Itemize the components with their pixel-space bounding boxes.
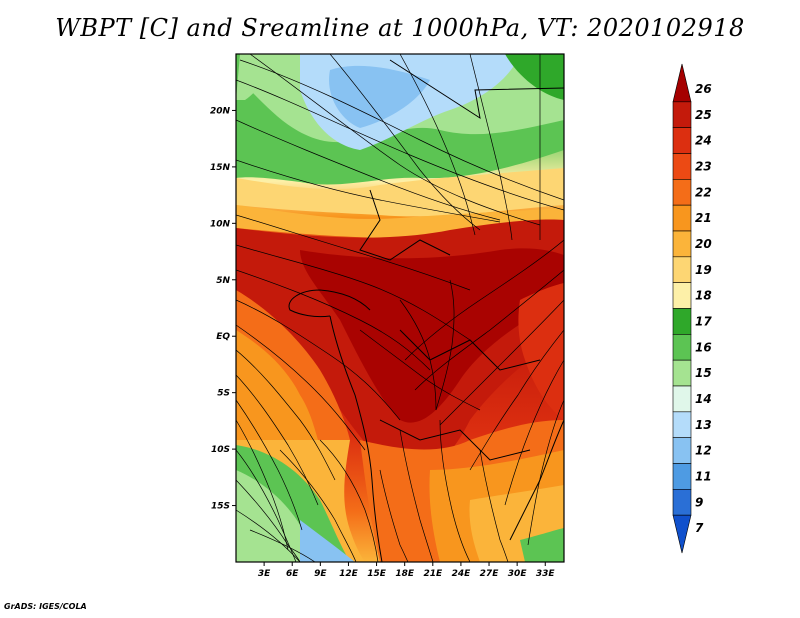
colorbar-label: 11 (695, 469, 712, 483)
colorbar-label: 9 (695, 495, 703, 509)
lat-label: 15N (210, 163, 231, 173)
colorbar-swatch (672, 514, 692, 554)
colorbar-label: 23 (695, 159, 712, 173)
colorbar-label: 26 (695, 82, 712, 96)
colorbar-label: 24 (695, 134, 712, 148)
colorbar-label: 19 (695, 263, 712, 277)
lon-label: 18E (395, 569, 415, 579)
colorbar-swatch (672, 127, 692, 154)
colorbar-swatch (672, 489, 692, 516)
colorbar-label: 18 (695, 289, 712, 303)
lon-label: 15E (367, 569, 387, 579)
colorbar-swatch (672, 101, 692, 128)
colorbar-label: 13 (695, 418, 712, 432)
lon-label: 33E (536, 569, 556, 579)
lat-label: 20N (210, 106, 231, 116)
lon-label: 6E (286, 569, 299, 579)
lon-label: 9E (314, 569, 327, 579)
colorbar-label: 12 (695, 444, 712, 458)
colorbar-label: 14 (695, 392, 712, 406)
colorbar-swatch (672, 437, 692, 464)
streamlines (236, 54, 564, 562)
lat-label: 10S (211, 445, 230, 455)
lat-label: EQ (216, 332, 230, 342)
colorbar-swatch (672, 334, 692, 361)
colorbar-swatch (672, 256, 692, 283)
colorbar-label: 7 (695, 521, 704, 535)
lat-label: 5S (217, 389, 230, 399)
colorbar-label: 15 (695, 366, 712, 380)
longitude-axis: 3E 6E 9E 12E 15E 18E 21E 24E 27E 30E 33E (258, 562, 556, 579)
colorbar-swatch (672, 204, 692, 232)
lon-label: 27E (480, 569, 500, 579)
coastline (288, 59, 564, 562)
wbpt-field (236, 54, 564, 562)
colorbar-swatch (672, 63, 692, 103)
lon-label: 3E (258, 569, 271, 579)
colorbar-swatch (672, 411, 692, 438)
lon-label: 30E (508, 569, 528, 579)
colorbar-swatch (672, 359, 692, 387)
map-frame (235, 53, 565, 563)
colorbar-label: 22 (695, 185, 712, 199)
lat-label: 15S (211, 502, 230, 512)
colorbar: 26 25 24 23 22 21 20 19 18 17 16 15 14 13 12 11 9 7 (672, 63, 712, 554)
lat-label: 5N (216, 276, 230, 286)
lon-label: 24E (452, 569, 472, 579)
colorbar-swatch (672, 282, 692, 309)
colorbar-swatch (672, 463, 692, 490)
colorbar-label: 21 (695, 211, 712, 225)
grads-credit: GrADS: IGES/COLA (4, 602, 87, 611)
colorbar-label: 17 (695, 314, 712, 328)
chart-title: WBPT [C] and Sreamline at 1000hPa, VT: 2… (55, 14, 745, 42)
colorbar-label: 20 (695, 237, 712, 251)
colorbar-swatch (672, 230, 692, 258)
lon-label: 12E (339, 569, 359, 579)
lon-label: 21E (423, 569, 443, 579)
colorbar-swatch (672, 179, 692, 206)
colorbar-label: 16 (695, 340, 712, 354)
latitude-axis: 20N 15N 10N 5N EQ 5S 10S 15S (210, 106, 236, 512)
lat-label: 10N (210, 219, 231, 229)
colorbar-label: 25 (695, 108, 712, 122)
colorbar-swatch (672, 153, 692, 180)
colorbar-swatch (672, 308, 692, 335)
colorbar-swatch (672, 385, 692, 413)
